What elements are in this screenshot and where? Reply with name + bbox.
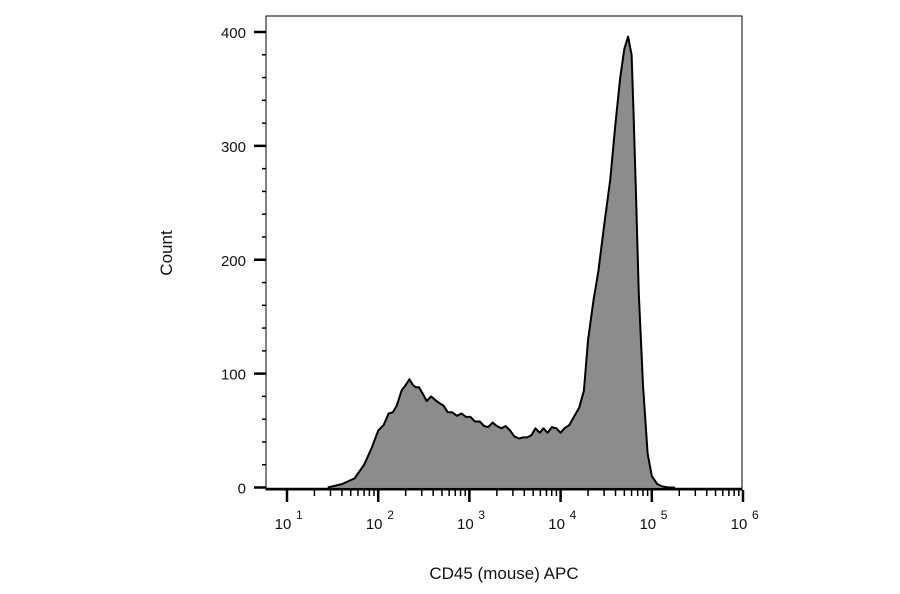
x-axis: 10 1 10 2 10 3 10 4 10 5 10 6 xyxy=(266,487,759,533)
x-tick-exponent: 3 xyxy=(478,508,485,522)
x-tick-exponent: 1 xyxy=(296,508,303,522)
histogram-outline-0 xyxy=(327,35,676,489)
y-axis-label: Count xyxy=(157,230,176,276)
y-axis: 0 100 200 300 400 xyxy=(221,25,266,498)
plot-frame xyxy=(265,15,743,491)
y-tick-label: 100 xyxy=(221,367,246,384)
x-tick-label: 10 xyxy=(548,516,565,533)
histogram-series xyxy=(327,35,676,489)
x-tick-exponent: 5 xyxy=(661,508,668,522)
x-tick-label: 10 xyxy=(275,516,292,533)
x-tick-exponent: 6 xyxy=(752,508,759,522)
histogram-area-0 xyxy=(327,36,676,488)
y-tick-label: 400 xyxy=(221,25,246,42)
y-tick-label: 0 xyxy=(238,481,246,498)
x-tick-label: 10 xyxy=(639,516,656,533)
x-tick-label: 10 xyxy=(457,516,474,533)
y-tick-label: 300 xyxy=(221,139,246,156)
x-tick-label: 10 xyxy=(366,516,383,533)
x-tick-label: 10 xyxy=(731,516,748,533)
y-tick-label: 200 xyxy=(221,253,246,270)
x-tick-exponent: 2 xyxy=(387,508,394,522)
x-tick-exponent: 4 xyxy=(570,508,577,522)
x-axis-label: CD45 (mouse) APC xyxy=(429,564,578,583)
